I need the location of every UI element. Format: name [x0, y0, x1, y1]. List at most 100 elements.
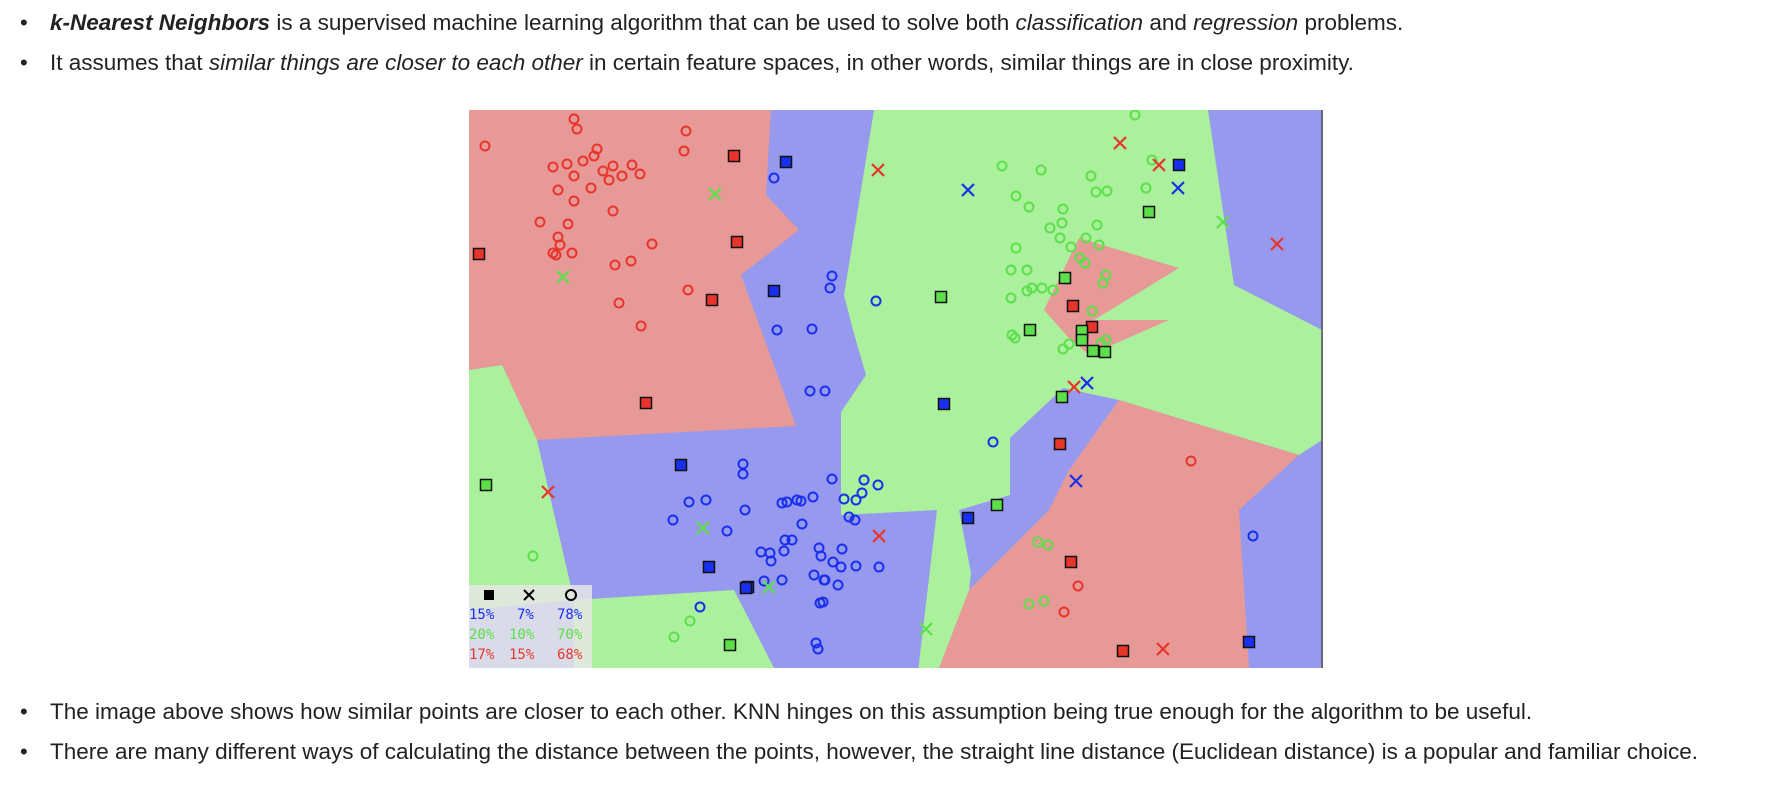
intro-bullet-list: k-Nearest Neighbors is a supervised mach…	[0, 6, 1760, 86]
circle-marker	[849, 514, 861, 526]
legend-green-circle: 70%	[557, 627, 583, 643]
figure-legend: 15% 7% 78% 20% 10% 70% 17% 15% 68%	[469, 585, 592, 668]
circle-marker	[737, 468, 749, 480]
legend-red-cross: 15%	[509, 647, 535, 663]
bullet-text: in certain feature spaces, in other word…	[582, 50, 1354, 75]
circle-marker	[694, 601, 706, 613]
square-marker	[1053, 437, 1067, 451]
circle-marker	[1035, 164, 1047, 176]
circle-marker	[873, 561, 885, 573]
square-marker	[1098, 345, 1112, 359]
circle-marker	[824, 282, 836, 294]
circle-marker	[1058, 606, 1070, 618]
square-marker	[934, 290, 948, 304]
circle-marker	[668, 631, 680, 643]
square-marker	[1242, 635, 1256, 649]
circle-marker	[776, 574, 788, 586]
circle-marker	[771, 324, 783, 336]
circle-marker	[479, 140, 491, 152]
circle-marker	[1042, 539, 1054, 551]
circle-marker	[1090, 186, 1102, 198]
circle-marker	[806, 323, 818, 335]
decision-regions	[469, 110, 1323, 668]
cross-marker	[556, 270, 570, 284]
circle-marker	[1079, 257, 1091, 269]
square-marker	[1075, 333, 1089, 347]
circle-marker	[827, 556, 839, 568]
circle-marker	[1129, 110, 1141, 121]
circle-marker	[1247, 530, 1259, 542]
square-marker	[702, 560, 716, 574]
cross-marker	[708, 187, 722, 201]
circle-marker	[616, 170, 628, 182]
circle-marker	[683, 496, 695, 508]
region-red-bottom-right	[939, 400, 1299, 668]
circle-marker	[826, 270, 838, 282]
circle-marker	[554, 239, 566, 251]
circle-marker	[626, 159, 638, 171]
bullet-text: is a supervised machine learning algorit…	[270, 10, 1016, 35]
circle-marker	[786, 534, 798, 546]
circle-marker	[870, 295, 882, 307]
circle-marker	[758, 575, 770, 587]
cross-marker	[1080, 376, 1094, 390]
square-marker	[1066, 299, 1080, 313]
circle-marker	[1185, 455, 1197, 467]
circle-marker	[1080, 232, 1092, 244]
bullet-text: It assumes that	[50, 50, 209, 75]
square-marker	[779, 155, 793, 169]
cross-marker	[1171, 181, 1185, 195]
circle-marker	[603, 174, 615, 186]
square-marker	[767, 284, 781, 298]
circle-marker	[684, 615, 696, 627]
circle-marker	[1086, 305, 1098, 317]
data-points	[472, 110, 1284, 658]
circle-marker	[1032, 536, 1044, 548]
square-marker	[1172, 158, 1186, 172]
circle-marker	[819, 574, 831, 586]
square-marker	[1058, 271, 1072, 285]
circle-marker	[577, 155, 589, 167]
circle-marker	[739, 504, 751, 516]
circle-marker	[826, 473, 838, 485]
circle-marker	[1093, 239, 1105, 251]
square-marker	[1064, 555, 1078, 569]
circle-marker	[1044, 222, 1056, 234]
circle-marker	[779, 534, 791, 546]
filled-square-icon	[484, 590, 494, 600]
circle-marker	[561, 158, 573, 170]
bullet-distance-methods: There are many different ways of calcula…	[0, 735, 1760, 769]
square-marker	[961, 511, 975, 525]
circle-marker	[1010, 190, 1022, 202]
circle-marker	[635, 320, 647, 332]
circle-marker	[1097, 277, 1109, 289]
circle-marker	[1047, 284, 1059, 296]
square-marker	[730, 235, 744, 249]
square-marker	[739, 581, 753, 595]
circle-marker	[682, 284, 694, 296]
square-marker	[727, 149, 741, 163]
circle-marker	[721, 525, 733, 537]
circle-marker	[613, 297, 625, 309]
circle-marker	[1056, 217, 1068, 229]
circle-marker	[776, 497, 788, 509]
cross-marker	[541, 485, 555, 499]
circle-marker	[1023, 201, 1035, 213]
circle-marker	[858, 474, 870, 486]
circle-marker	[667, 514, 679, 526]
bullet-text: and	[1143, 10, 1194, 35]
circle-marker	[609, 259, 621, 271]
cross-marker	[871, 163, 885, 177]
bullet-image-explanation: The image above shows how similar points…	[0, 695, 1760, 729]
term-similar-things: similar things are closer to each other	[208, 50, 583, 75]
region-green-left	[469, 365, 574, 610]
cross-marker	[696, 521, 710, 535]
square-marker	[472, 247, 486, 261]
circle-marker	[1101, 185, 1113, 197]
circle-marker	[607, 160, 619, 172]
term-regression: regression	[1193, 10, 1299, 35]
circle-marker	[534, 216, 546, 228]
cross-marker	[1067, 380, 1081, 394]
circle-marker	[585, 182, 597, 194]
circle-marker	[832, 579, 844, 591]
